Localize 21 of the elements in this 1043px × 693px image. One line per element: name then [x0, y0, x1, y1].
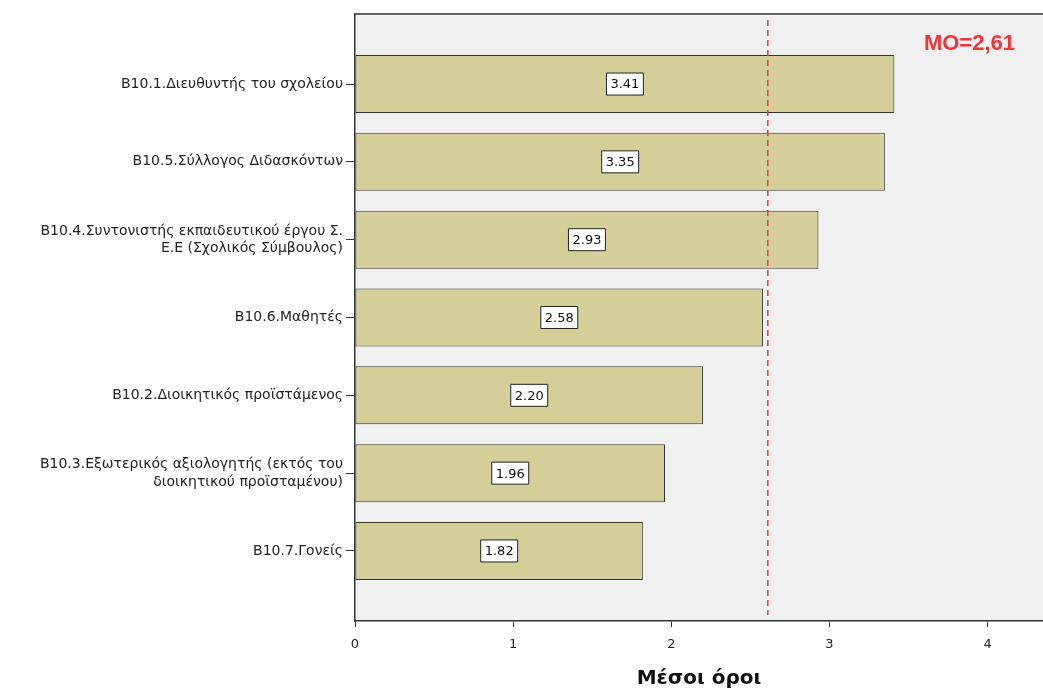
- y-tick-label: B10.3.Εξωτερικός αξιολογητής (εκτός του διοικητικού προϊσταμένου): [39, 455, 343, 489]
- data-label: 2.20: [514, 387, 544, 403]
- y-tick-label: B10.1.Διευθυντής του σχολείου: [121, 74, 343, 91]
- data-label: 1.82: [484, 543, 514, 559]
- x-tick-label: 0: [350, 636, 360, 652]
- data-label: 3.35: [605, 154, 635, 170]
- y-tick-label: B10.2.Διοικητικός προϊστάμενος: [112, 385, 343, 402]
- data-label: 2.93: [572, 232, 602, 248]
- x-tick-label: 4: [983, 636, 992, 652]
- y-tick-label: B10.5.Σύλλογος Διδασκόντων: [132, 152, 344, 169]
- data-label: 2.58: [544, 309, 574, 325]
- x-tick-label: 1: [509, 636, 518, 652]
- data-label: 1.96: [495, 465, 525, 481]
- x-tick-label: 3: [825, 636, 834, 652]
- data-label: 3.41: [610, 76, 640, 92]
- y-tick-label: B10.7.Γονείς: [253, 541, 343, 558]
- x-tick-label: 2: [667, 636, 676, 652]
- y-tick-label: B10.4.Συντονιστής εκπαιδευτικού έργου Σ. Ε.Ε (Σχολικός Σύμβουλος): [40, 221, 343, 256]
- y-tick-label: B10.6.Μαθητές: [234, 308, 343, 325]
- x-axis-title: Μέσοι όροι: [636, 665, 762, 690]
- ref-line-label: MO=2,61: [923, 30, 1015, 56]
